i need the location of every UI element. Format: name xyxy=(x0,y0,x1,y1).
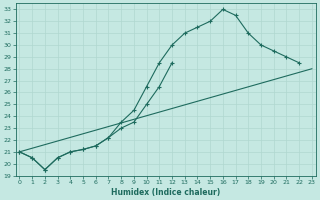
X-axis label: Humidex (Indice chaleur): Humidex (Indice chaleur) xyxy=(111,188,220,197)
